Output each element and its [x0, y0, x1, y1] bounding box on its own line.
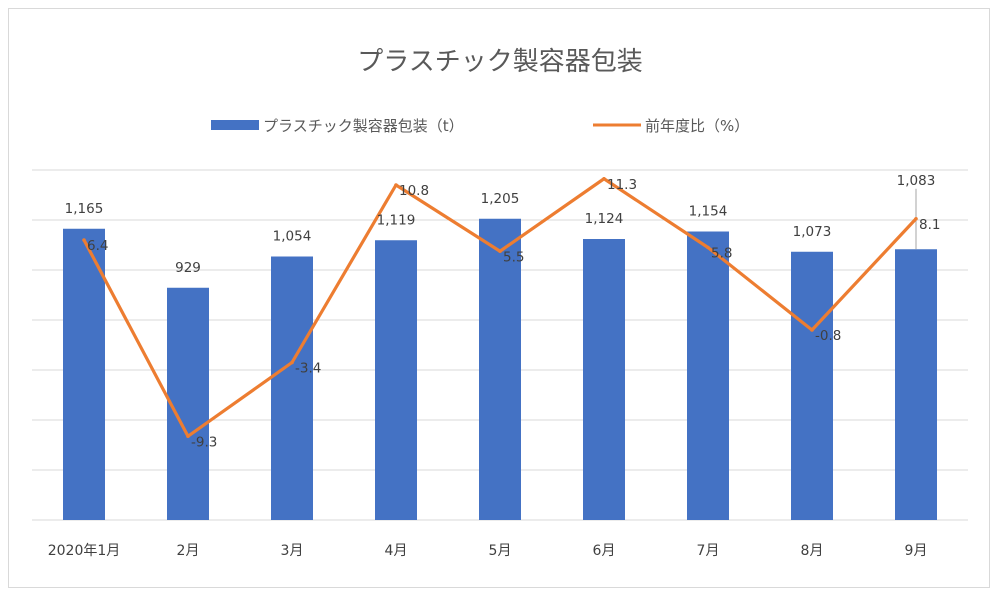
legend-bar-label: プラスチック製容器包装（t） [263, 117, 464, 135]
x-tick-label: 7月 [697, 543, 720, 559]
bar-value-label: 1,073 [793, 224, 832, 240]
line-point [498, 249, 502, 254]
bar-value-label: 1,165 [65, 201, 104, 217]
bar [791, 251, 833, 520]
bar [63, 228, 105, 520]
line-point [394, 183, 398, 187]
line-value-label: -0.8 [815, 328, 841, 344]
bar [375, 240, 417, 520]
line-value-label: -9.3 [191, 434, 217, 450]
bar-value-label: 1,119 [377, 212, 416, 228]
line-point [914, 216, 918, 221]
bar-series [63, 218, 937, 520]
legend: プラスチック製容器包装（t） 前年度比（%） [211, 117, 749, 135]
line-value-label: -3.4 [295, 361, 321, 377]
line-series [82, 176, 918, 439]
x-tick-label: 8月 [801, 543, 824, 559]
line-value-label: 10.8 [399, 183, 429, 199]
x-tick-label: 9月 [905, 543, 928, 559]
line-point [82, 238, 86, 242]
line-point [602, 176, 606, 181]
line-value-label: 5.5 [503, 249, 524, 265]
bar [895, 249, 937, 520]
line-value-label: 6.4 [87, 238, 108, 254]
line-value-label: 5.8 [711, 246, 732, 262]
bar-value-label: 1,205 [481, 191, 520, 207]
line-point [810, 328, 814, 332]
x-tick-label: 6月 [593, 543, 616, 559]
x-tick-label: 3月 [281, 543, 304, 559]
bar [479, 218, 521, 520]
x-tick-label: 4月 [385, 543, 408, 559]
bar-value-label: 1,054 [273, 229, 312, 245]
chart-title: プラスチック製容器包装 [357, 47, 642, 77]
bar-value-label: 1,154 [689, 204, 728, 220]
bar [167, 287, 209, 520]
bar [583, 239, 625, 520]
bar-value-label: 1,083 [897, 173, 936, 189]
line-point [186, 434, 190, 439]
legend-bar-swatch [211, 120, 259, 130]
x-axis-tick-labels: 2020年1月 2月 3月 4月 5月 6月 7月 8月 9月 [48, 543, 928, 559]
x-tick-label: 2020年1月 [48, 543, 121, 559]
line-point [290, 360, 294, 365]
bar-value-label: 1,124 [585, 211, 624, 227]
line-point [706, 245, 710, 250]
line-value-label: 11.3 [607, 177, 637, 193]
bar-data-labels: 1,165 929 1,054 1,119 1,205 1,124 1,154 1,073 1,… [65, 173, 936, 276]
legend-line-label: 前年度比（%） [645, 117, 749, 135]
bar [687, 231, 729, 520]
line-data-labels: 6.4 -9.3 -3.4 10.8 5.5 11.3 5.8 -0.8 8.1 [87, 177, 940, 451]
line-value-label: 8.1 [919, 217, 940, 233]
x-tick-label: 2月 [177, 543, 200, 559]
bar-value-label: 929 [175, 260, 201, 276]
x-tick-label: 5月 [489, 543, 512, 559]
bar [271, 256, 313, 520]
